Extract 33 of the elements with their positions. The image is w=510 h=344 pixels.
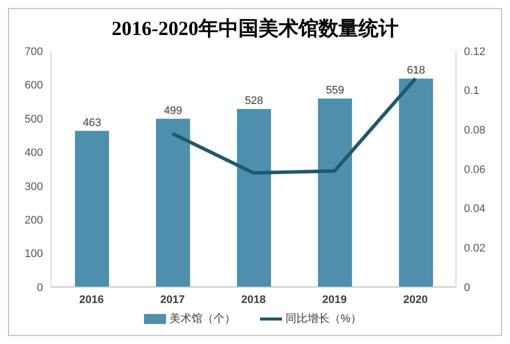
data-label: 618 xyxy=(406,64,426,77)
bar xyxy=(318,98,352,287)
y2-tick-label: 0.12 xyxy=(464,46,486,58)
bar xyxy=(156,118,190,287)
x-tick-label: 2019 xyxy=(322,294,347,306)
y-tick-label: 200 xyxy=(24,214,43,226)
data-label: 499 xyxy=(164,104,182,117)
y-tick-label: 100 xyxy=(24,248,43,260)
y-tick-label: 400 xyxy=(24,147,43,160)
y-tick-label: 500 xyxy=(24,113,43,126)
y2-tick-label: 0.02 xyxy=(464,242,486,255)
y-tick-label: 600 xyxy=(24,80,43,92)
x-tick-label: 2020 xyxy=(403,294,428,306)
y2-tick-label: 0.1 xyxy=(464,85,480,98)
data-label: 559 xyxy=(326,84,344,97)
data-label: 528 xyxy=(244,94,264,107)
y2-tick-label: 0.04 xyxy=(464,203,486,216)
x-tick-label: 2017 xyxy=(160,294,185,306)
legend-label: 同比增长（%） xyxy=(286,312,362,326)
bar xyxy=(75,130,109,287)
bar xyxy=(399,78,433,287)
y2-tick-label: 0 xyxy=(464,282,470,294)
legend-label: 美术馆（个） xyxy=(170,312,236,326)
y-tick-label: 0 xyxy=(36,282,43,294)
y2-tick-label: 0.08 xyxy=(464,124,486,137)
data-label: 463 xyxy=(82,116,102,129)
y2-tick-label: 0.06 xyxy=(464,164,486,176)
y-tick-label: 700 xyxy=(24,46,43,58)
bar xyxy=(237,108,271,287)
x-tick-label: 2018 xyxy=(241,294,266,306)
chart-title: 2016-2020年中国美术馆数量统计 xyxy=(110,16,400,41)
y-tick-label: 300 xyxy=(24,180,43,193)
x-tick-label: 2016 xyxy=(79,294,104,306)
